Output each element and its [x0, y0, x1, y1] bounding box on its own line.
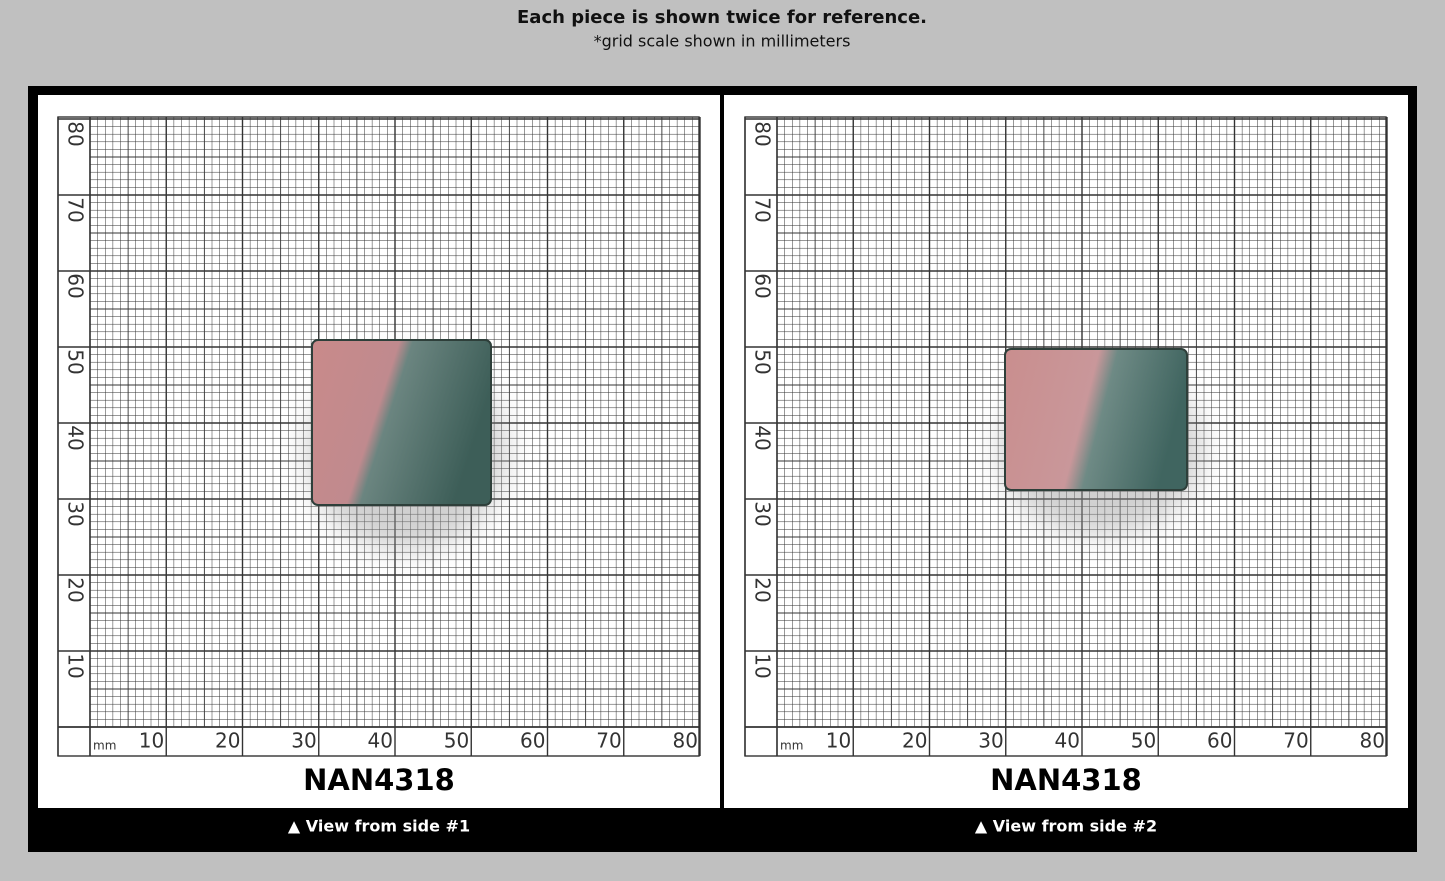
y-scale-label: 80 — [64, 121, 88, 146]
caption: ▲ View from side #1 — [288, 817, 470, 836]
y-scale-label: 50 — [64, 349, 88, 374]
x-scale-label: 20 — [215, 729, 240, 753]
y-scale-label: 50 — [751, 349, 775, 374]
x-scale-label: 20 — [902, 729, 927, 753]
y-scale-label: 10 — [751, 653, 775, 678]
y-scale-label: 60 — [751, 273, 775, 298]
stone — [1004, 348, 1188, 491]
piece-label: NAN4318 — [303, 763, 455, 797]
x-scale-label: 50 — [444, 729, 469, 753]
caption: ▲ View from side #2 — [975, 817, 1157, 836]
y-scale-label: 20 — [751, 577, 775, 602]
y-scale-label: 40 — [751, 425, 775, 450]
x-scale-label: 40 — [1055, 729, 1080, 753]
y-scale-label: 70 — [751, 197, 775, 222]
y-scale-label: 20 — [64, 577, 88, 602]
piece-label: NAN4318 — [990, 763, 1142, 797]
y-scale-label: 40 — [64, 425, 88, 450]
x-scale-label: 30 — [978, 729, 1003, 753]
y-scale-label: 70 — [64, 197, 88, 222]
subtitle: *grid scale shown in millimeters — [594, 32, 851, 51]
y-scale-label: 30 — [751, 501, 775, 526]
y-scale-label: 30 — [64, 501, 88, 526]
x-scale-label: 50 — [1131, 729, 1156, 753]
y-scale-label: 80 — [751, 121, 775, 146]
x-scale-label: 60 — [520, 729, 545, 753]
y-scale-label: 60 — [64, 273, 88, 298]
x-scale-label: 80 — [673, 729, 698, 753]
title: Each piece is shown twice for reference. — [517, 7, 927, 28]
unit-label: mm — [93, 739, 116, 753]
stone — [311, 339, 492, 506]
unit-label: mm — [780, 739, 803, 753]
x-scale-label: 80 — [1360, 729, 1385, 753]
x-scale-label: 70 — [1283, 729, 1308, 753]
x-scale-label: 70 — [596, 729, 621, 753]
y-scale-label: 10 — [64, 653, 88, 678]
x-scale-label: 10 — [139, 729, 164, 753]
x-scale-label: 30 — [291, 729, 316, 753]
x-scale-label: 10 — [826, 729, 851, 753]
x-scale-label: 60 — [1207, 729, 1232, 753]
x-scale-label: 40 — [368, 729, 393, 753]
